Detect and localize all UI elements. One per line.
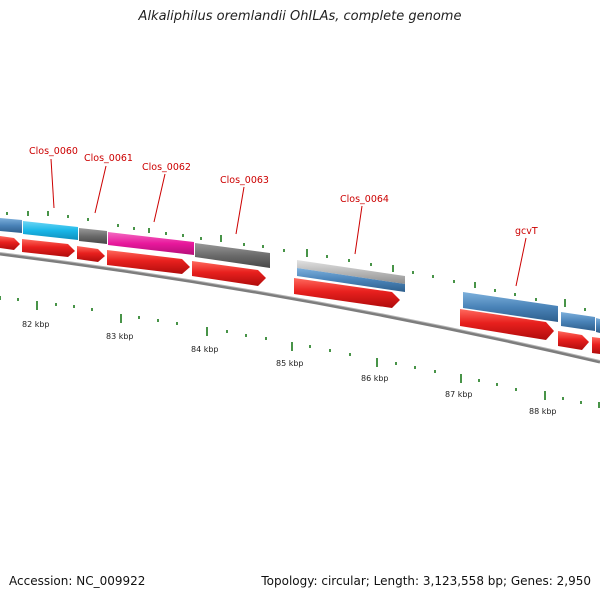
gene-bar-clos-0063 bbox=[195, 243, 270, 268]
scale-label-87: 87 kbp bbox=[445, 390, 473, 399]
map-title: Alkaliphilus oremlandii OhILAs, complete… bbox=[138, 9, 462, 24]
outer-tick-ring bbox=[6, 211, 586, 311]
scale-label-82: 82 kbp bbox=[22, 320, 50, 329]
accession-text: Accession: NC_009922 bbox=[9, 574, 146, 588]
scale-label-85: 85 kbp bbox=[276, 359, 304, 368]
gene-bar-clos-0064-bottom bbox=[297, 268, 405, 292]
gene-arrow bbox=[592, 337, 600, 354]
scale-label-86: 86 kbp bbox=[361, 374, 389, 383]
gene-leader-lines bbox=[50, 158, 527, 287]
gene-track-forward bbox=[0, 236, 600, 354]
gene-arrow bbox=[294, 278, 400, 308]
gene-bar-clos-0062 bbox=[108, 232, 194, 255]
gene-bar-partial-left bbox=[0, 218, 22, 233]
gene-label-clos-0062: Clos_0062 bbox=[142, 162, 191, 173]
gene-bar-clos-0064-top bbox=[297, 260, 405, 284]
gene-bar-gcvt bbox=[463, 292, 558, 322]
gene-labels: Clos_0060 Clos_0061 Clos_0062 Clos_0063 … bbox=[29, 146, 538, 237]
gene-arrow bbox=[77, 246, 105, 262]
gene-label-clos-0063: Clos_0063 bbox=[220, 175, 269, 186]
genome-backbone bbox=[0, 252, 600, 364]
gene-label-clos-0060: Clos_0060 bbox=[29, 146, 78, 157]
gene-bar-clos-0061 bbox=[79, 228, 107, 244]
gene-arrow bbox=[558, 331, 589, 350]
scale-label-88: 88 kbp bbox=[529, 407, 557, 416]
gene-arrow bbox=[107, 250, 190, 274]
gene-arrow bbox=[460, 309, 554, 340]
gene-arrow bbox=[0, 236, 20, 250]
gene-label-clos-0064: Clos_0064 bbox=[340, 194, 389, 205]
scale-label-84: 84 kbp bbox=[191, 345, 219, 354]
scale-labels: 82 kbp 83 kbp 84 kbp 85 kbp 86 kbp 87 kb… bbox=[22, 320, 557, 416]
gene-arrow bbox=[22, 239, 75, 257]
gene-label-gcvt: gcvT bbox=[515, 226, 538, 237]
inner-scale-ticks bbox=[0, 296, 600, 408]
gene-bar-right-1 bbox=[561, 312, 595, 331]
scale-label-83: 83 kbp bbox=[106, 332, 134, 341]
gene-bar-clos-0060 bbox=[23, 221, 78, 240]
gene-track-upper bbox=[0, 218, 600, 333]
genome-stats-text: Topology: circular; Length: 3,123,558 bp… bbox=[261, 574, 591, 588]
gene-bar-right-2 bbox=[596, 318, 600, 333]
gene-label-clos-0061: Clos_0061 bbox=[84, 153, 133, 164]
gene-arrow bbox=[192, 261, 266, 286]
